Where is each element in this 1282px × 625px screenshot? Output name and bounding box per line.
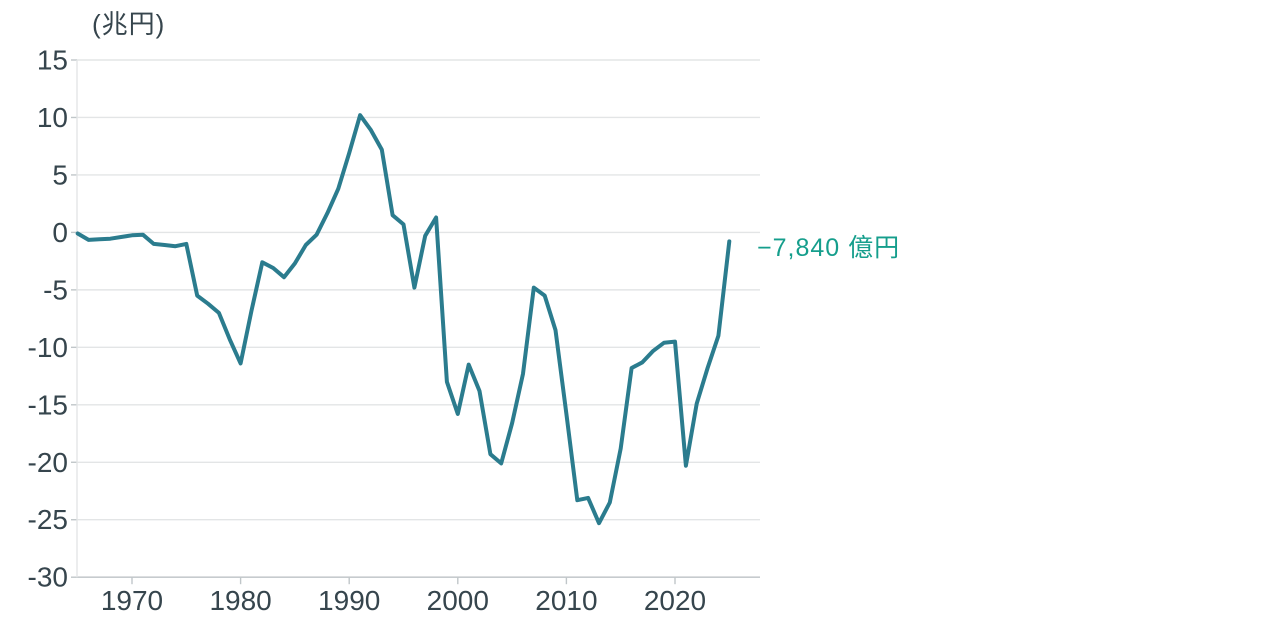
y-tick-label: 15 — [37, 45, 68, 76]
y-axis-unit-label: (兆円) — [92, 9, 166, 39]
y-tick-label: 5 — [52, 159, 68, 190]
y-tick-label: -30 — [28, 562, 68, 593]
latest-value-annotation: −7,840 億円 — [757, 234, 901, 262]
y-tick-label: -5 — [43, 274, 68, 305]
y-tick-label: -20 — [28, 447, 68, 478]
x-tick-label: 1990 — [318, 585, 380, 616]
x-tick-label: 2010 — [535, 585, 597, 616]
y-tick-label: -25 — [28, 504, 68, 535]
y-tick-label: -10 — [28, 332, 68, 363]
x-tick-label: 2000 — [427, 585, 489, 616]
data-line — [75, 113, 732, 526]
y-tick-label: 10 — [37, 102, 68, 133]
y-tick-label: -15 — [28, 389, 68, 420]
x-tick-label: 1980 — [209, 585, 271, 616]
x-tick-label: 2020 — [644, 585, 706, 616]
y-tick-label: 0 — [52, 217, 68, 248]
x-tick-label: 1970 — [101, 585, 163, 616]
